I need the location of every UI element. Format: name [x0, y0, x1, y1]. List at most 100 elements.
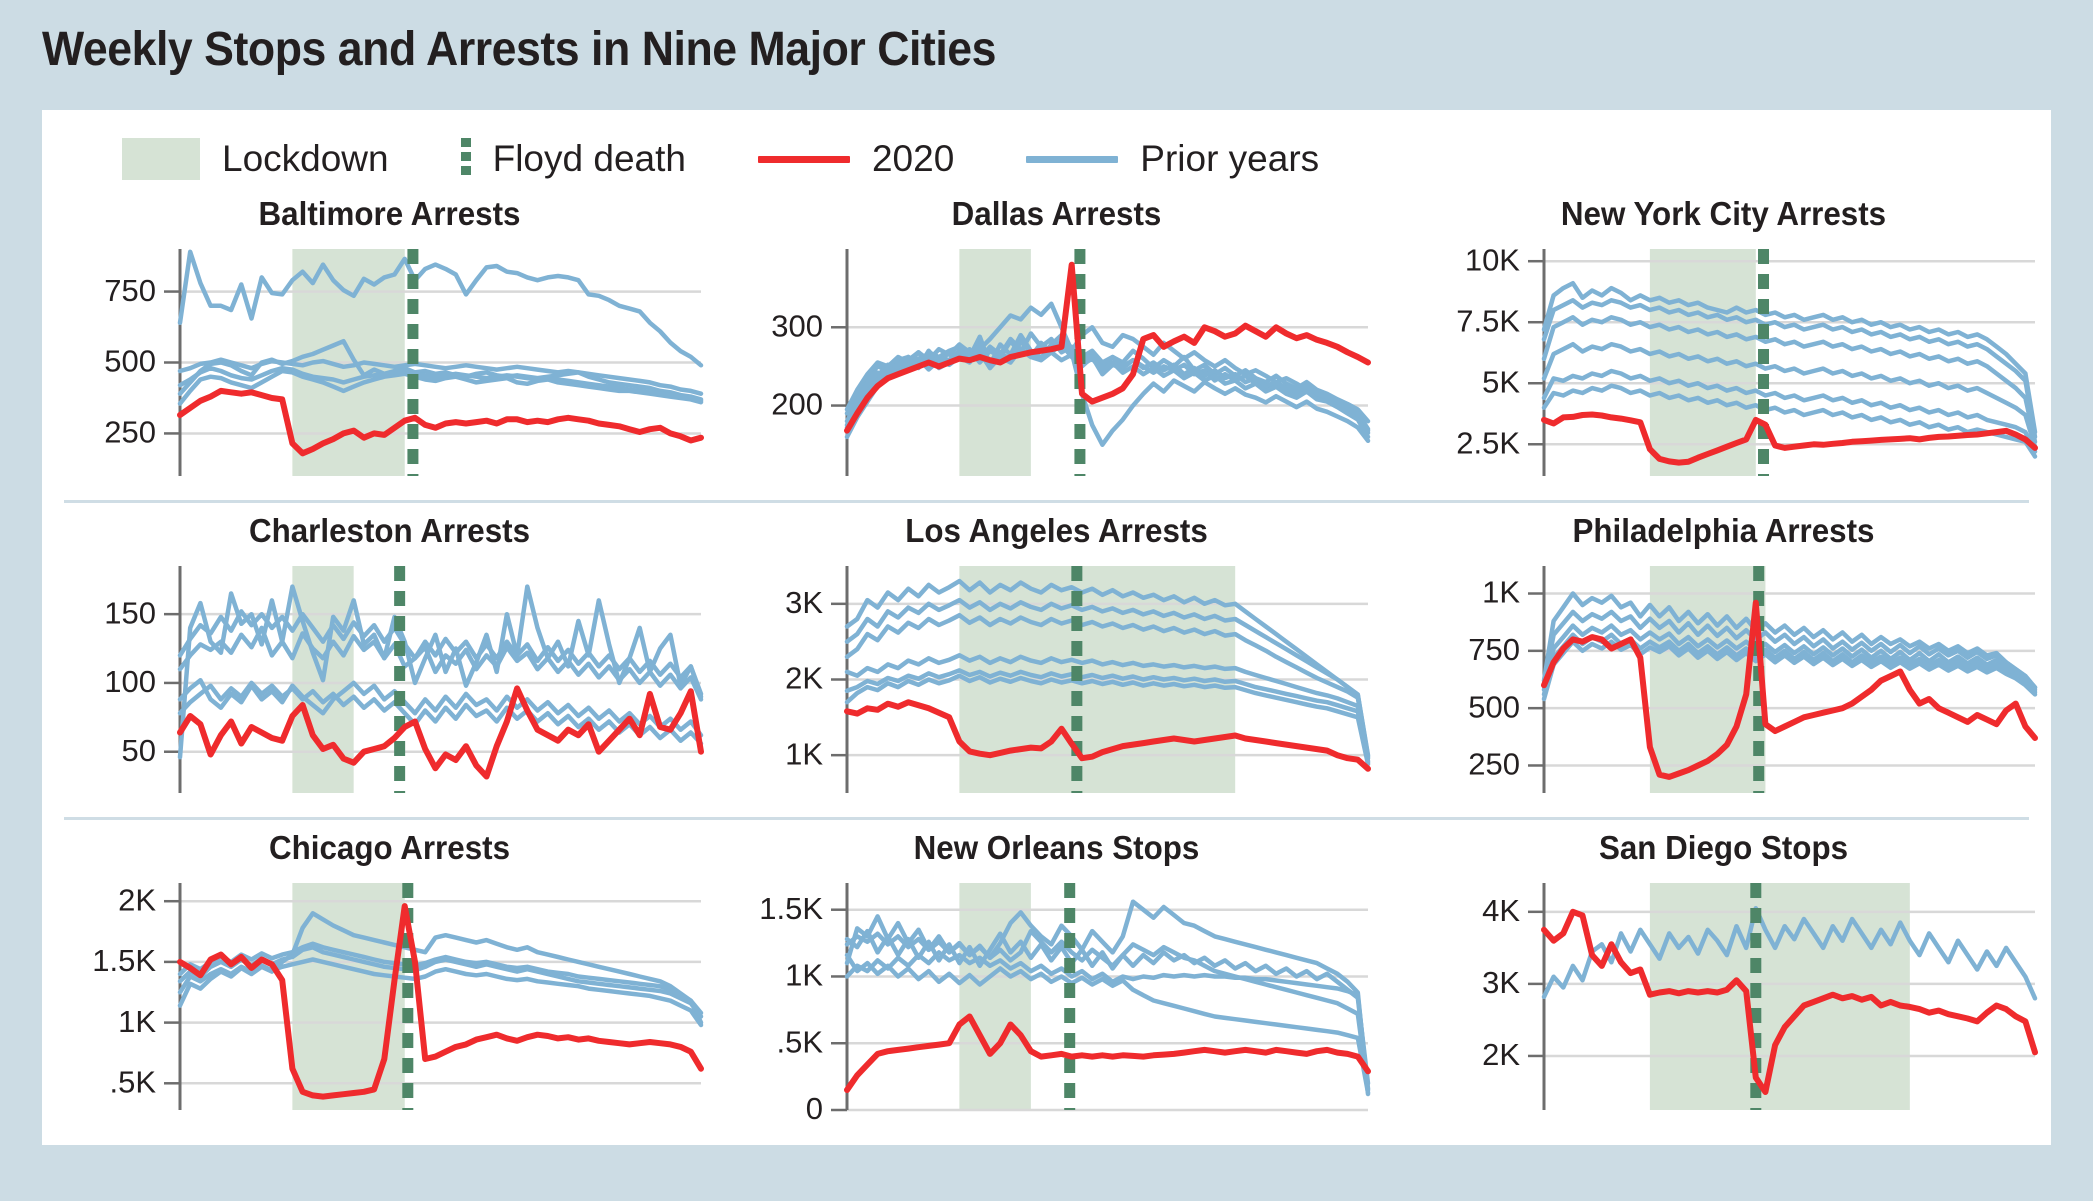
legend-label-lockdown: Lockdown: [222, 138, 389, 179]
y-tick-label: 250: [1468, 747, 1520, 782]
y-tick-label: 200: [771, 387, 823, 422]
chart-panel-los-angeles-arrests: Los Angeles Arrests 1K 2K 3K: [729, 512, 1384, 807]
series-line: [177, 357, 704, 396]
y-tick-label: 1.5K: [759, 891, 823, 926]
series-line: [177, 365, 704, 404]
lockdown-band: [292, 883, 405, 1110]
series-line: [177, 903, 704, 1100]
prior-years-line-swatch: [1026, 155, 1119, 163]
series-line: [177, 368, 704, 406]
legend-item-lockdown: Lockdown: [122, 138, 389, 180]
y-tick-label: 50: [122, 733, 156, 768]
series-line: [1541, 368, 2038, 454]
chart-panel-san-diego-stops: San Diego Stops 2K 3K 4K: [1396, 829, 2051, 1124]
series-line: [177, 957, 704, 1028]
series-line: [844, 1013, 1371, 1093]
series-line: [1541, 383, 2038, 459]
y-tick-label: 2K: [785, 661, 823, 696]
series-line: [177, 387, 704, 457]
series-line: [1541, 905, 2038, 1001]
chart-panel-charleston-arrests: Charleston Arrests 50 100 150: [62, 512, 717, 807]
y-tick-label: 750: [1468, 632, 1520, 667]
chart-title: Charleston Arrests: [248, 512, 531, 549]
plot-area: 0 .5K 1K 1.5K: [729, 873, 1384, 1124]
legend-item-floyd-death: Floyd death: [460, 138, 686, 180]
chart-panel-chicago-arrests: Chicago Arrests .5K 1K 1.5K 2K: [62, 829, 717, 1124]
lockdown-band: [959, 883, 1031, 1110]
series-line: [844, 261, 1371, 434]
series-line: [1541, 341, 2038, 449]
plot-area: 250 500 750 1K: [1396, 556, 2051, 807]
plot-area: 200 300: [729, 239, 1384, 490]
series-line: [177, 249, 704, 368]
legend-label-2020: 2020: [871, 138, 955, 179]
series-line: [177, 609, 704, 699]
y-tick-label: 10K: [1465, 242, 1520, 277]
series-line: [844, 950, 1371, 1091]
floyd-death-line-swatch: [460, 138, 471, 180]
legend-label-prior-years: Prior years: [1140, 138, 1320, 179]
series-line: [1541, 623, 2038, 693]
series-line: [844, 899, 1371, 1097]
series-line: [1541, 411, 2038, 466]
y-tick-label: .5K: [109, 1064, 156, 1099]
plot-area: 1K 2K 3K: [729, 556, 1384, 807]
y-tick-label: 1K: [118, 1004, 156, 1039]
y-tick-label: .5K: [776, 1024, 823, 1059]
y-tick-label: 300: [771, 308, 823, 343]
chart-panel-new-orleans-stops: New Orleans Stops 0 .5K 1K 1.5K: [729, 829, 1384, 1124]
series-line: [844, 578, 1371, 758]
y-tick-label: 2K: [118, 882, 156, 917]
y-tick-label: 2K: [1482, 1037, 1520, 1072]
chart-panel-new-york-city-arrests: New York City Arrests 2.5K 5K 7.5K 10K: [1396, 195, 2051, 490]
row-divider-2: [64, 817, 2029, 820]
series-line: [1541, 591, 2038, 690]
series-line: [844, 653, 1371, 764]
chart-panel-baltimore-arrests: Baltimore Arrests 250 500 750: [62, 195, 717, 490]
current-year-line-swatch: [757, 155, 850, 163]
row-divider-1: [64, 500, 2029, 503]
legend-item-prior-years: Prior years: [1026, 138, 1319, 180]
y-tick-label: 3K: [1482, 965, 1520, 1000]
series-line: [1541, 315, 2038, 445]
series-line: [1541, 599, 2038, 780]
chart-title: New York City Arrests: [1560, 195, 1887, 232]
plot-area: 50 100 150: [62, 556, 717, 807]
series-line: [844, 612, 1371, 761]
y-tick-label: 3K: [785, 585, 823, 620]
series-line: [177, 625, 704, 702]
plot-area: 2.5K 5K 7.5K 10K: [1396, 239, 2051, 490]
plot-area: 2K 3K 4K: [1396, 873, 2051, 1124]
chart-title: San Diego Stops: [1598, 829, 1849, 866]
chart-card: Lockdown Floyd death 2020 Prior years Ba…: [42, 110, 2051, 1145]
chart-title: New Orleans Stops: [913, 829, 1200, 866]
legend-label-floyd-death: Floyd death: [492, 138, 686, 179]
y-tick-label: 5K: [1482, 364, 1520, 399]
chart-title: Dallas Arrests: [951, 195, 1162, 232]
lockdown-band-swatch: [122, 138, 200, 180]
series-line: [844, 699, 1371, 772]
series-line: [844, 597, 1371, 759]
y-tick-label: 1.5K: [92, 943, 156, 978]
series-line: [844, 928, 1371, 1093]
series-line: [844, 952, 1371, 1095]
y-tick-label: 100: [104, 664, 156, 699]
series-line: [177, 677, 704, 738]
plot-area: .5K 1K 1.5K 2K: [62, 873, 717, 1124]
y-tick-label: 750: [104, 273, 156, 308]
chart-title: Philadelphia Arrests: [1572, 512, 1875, 549]
chart-legend: Lockdown Floyd death 2020 Prior years: [122, 135, 1391, 183]
series-line: [1541, 280, 2038, 435]
y-tick-label: 1K: [785, 736, 823, 771]
y-tick-label: 250: [104, 415, 156, 450]
legend-item-2020: 2020: [757, 138, 955, 180]
series-line: [177, 685, 704, 780]
chart-panel-dallas-arrests: Dallas Arrests 200 300: [729, 195, 1384, 490]
page-title: Weekly Stops and Arrests in Nine Major C…: [42, 23, 996, 76]
chart-title: Baltimore Arrests: [258, 195, 521, 232]
chart-title: Los Angeles Arrests: [905, 512, 1208, 549]
series-line: [1541, 639, 2038, 702]
series-line: [1541, 908, 2038, 1095]
y-tick-label: 2.5K: [1456, 425, 1520, 460]
y-tick-label: 150: [104, 595, 156, 630]
